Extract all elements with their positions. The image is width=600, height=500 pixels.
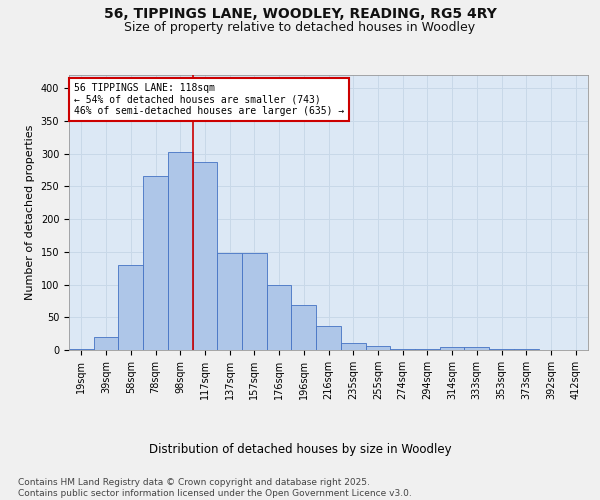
Text: 56 TIPPINGS LANE: 118sqm
← 54% of detached houses are smaller (743)
46% of semi-: 56 TIPPINGS LANE: 118sqm ← 54% of detach… bbox=[74, 83, 344, 116]
Bar bbox=[390, 348, 415, 350]
Text: Distribution of detached houses by size in Woodley: Distribution of detached houses by size … bbox=[149, 442, 451, 456]
Bar bbox=[440, 346, 464, 350]
Text: Contains HM Land Registry data © Crown copyright and database right 2025.
Contai: Contains HM Land Registry data © Crown c… bbox=[18, 478, 412, 498]
Bar bbox=[242, 253, 267, 350]
Bar bbox=[341, 344, 365, 350]
Bar bbox=[143, 176, 168, 350]
Text: Size of property relative to detached houses in Woodley: Size of property relative to detached ho… bbox=[124, 21, 476, 34]
Bar bbox=[94, 337, 118, 350]
Bar bbox=[69, 348, 94, 350]
Bar bbox=[489, 348, 514, 350]
Bar bbox=[316, 326, 341, 350]
Bar bbox=[292, 306, 316, 350]
Bar bbox=[118, 265, 143, 350]
Bar bbox=[217, 253, 242, 350]
Bar bbox=[267, 284, 292, 350]
Bar bbox=[193, 162, 217, 350]
Bar bbox=[168, 152, 193, 350]
Bar bbox=[365, 346, 390, 350]
Y-axis label: Number of detached properties: Number of detached properties bbox=[25, 125, 35, 300]
Text: 56, TIPPINGS LANE, WOODLEY, READING, RG5 4RY: 56, TIPPINGS LANE, WOODLEY, READING, RG5… bbox=[104, 8, 496, 22]
Bar bbox=[464, 346, 489, 350]
